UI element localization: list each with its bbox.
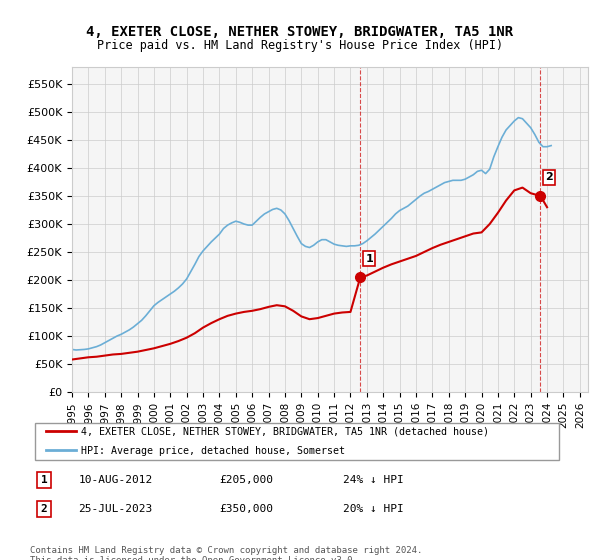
Text: 1: 1 (365, 254, 373, 264)
Text: 25-JUL-2023: 25-JUL-2023 (79, 504, 153, 514)
Text: 1: 1 (41, 475, 47, 485)
Text: Contains HM Land Registry data © Crown copyright and database right 2024.
This d: Contains HM Land Registry data © Crown c… (30, 546, 422, 560)
Text: 4, EXETER CLOSE, NETHER STOWEY, BRIDGWATER, TA5 1NR (detached house): 4, EXETER CLOSE, NETHER STOWEY, BRIDGWAT… (82, 426, 490, 436)
FancyBboxPatch shape (35, 423, 559, 460)
Text: £205,000: £205,000 (219, 475, 273, 485)
Text: £350,000: £350,000 (219, 504, 273, 514)
Text: 10-AUG-2012: 10-AUG-2012 (79, 475, 153, 485)
Text: 2: 2 (41, 504, 47, 514)
Text: Price paid vs. HM Land Registry's House Price Index (HPI): Price paid vs. HM Land Registry's House … (97, 39, 503, 52)
Text: HPI: Average price, detached house, Somerset: HPI: Average price, detached house, Some… (82, 446, 346, 456)
Text: 2: 2 (545, 172, 553, 183)
Text: 24% ↓ HPI: 24% ↓ HPI (343, 475, 404, 485)
Text: 20% ↓ HPI: 20% ↓ HPI (343, 504, 404, 514)
Text: 4, EXETER CLOSE, NETHER STOWEY, BRIDGWATER, TA5 1NR: 4, EXETER CLOSE, NETHER STOWEY, BRIDGWAT… (86, 25, 514, 39)
